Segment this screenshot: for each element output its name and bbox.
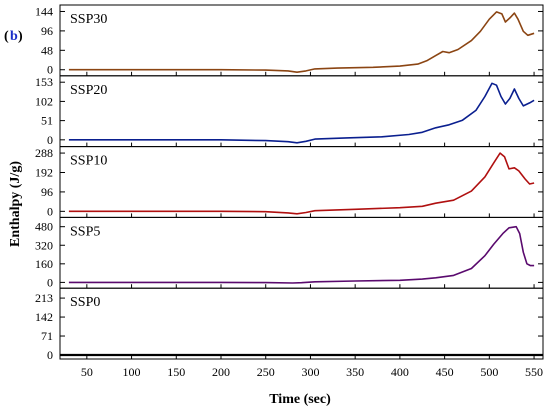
y-tick-label: 144	[35, 4, 53, 18]
panel-label: SSP30	[70, 12, 107, 27]
y-tick-label: 0	[47, 275, 53, 289]
y-tick-label: 153	[35, 75, 53, 89]
y-tick-label: 160	[35, 257, 53, 271]
panel-label: SSP10	[70, 154, 107, 169]
x-tick-label: 350	[346, 365, 364, 379]
series-line-ssp30	[68, 11, 535, 73]
y-tick-label: 96	[41, 24, 53, 38]
y-tick-label: 320	[35, 238, 53, 252]
y-tick-label: 480	[35, 220, 53, 234]
panel-ssp30: 0 48 96 144 SSP30	[35, 4, 544, 77]
x-tick-label: 250	[257, 365, 275, 379]
panel-ssp0: 0 71 142 213 SSP0	[35, 287, 544, 362]
panel-ssp10: 0 96 192 288 SSP10	[35, 146, 544, 218]
x-axis-title: Time (sec)	[269, 392, 331, 407]
panel-label: SSP5	[70, 224, 100, 239]
panel-frame	[59, 146, 544, 218]
y-tick-label: 0	[47, 133, 53, 147]
y-tick-label: 48	[41, 43, 53, 57]
x-tick-label: 200	[212, 365, 230, 379]
y-tick-label: 51	[41, 114, 53, 128]
figure-label-open-paren: (	[4, 29, 9, 44]
panel-frame	[59, 216, 544, 289]
figure-label-close-paren: )	[18, 29, 23, 44]
y-tick-label: 0	[47, 63, 53, 77]
series-line-ssp5	[68, 225, 535, 284]
y-tick-label: 96	[41, 185, 53, 199]
series-line-ssp20	[68, 82, 535, 144]
x-tick-label: 100	[123, 365, 141, 379]
panel-frame	[59, 287, 544, 360]
panel-label: SSP20	[70, 83, 107, 98]
panel-ssp20: 0 51 102 153 SSP20	[35, 75, 544, 148]
x-tick-label: 150	[167, 365, 185, 379]
y-tick-label: 0	[47, 348, 53, 362]
x-tick-label: 400	[391, 365, 409, 379]
y-tick-label: 0	[47, 204, 53, 218]
y-tick-label: 213	[35, 291, 53, 305]
x-tick-label: 50	[81, 365, 93, 379]
y-tick-label: 71	[41, 329, 53, 343]
x-tick-label: 500	[480, 365, 498, 379]
y-tick-label: 288	[35, 146, 53, 160]
series-line-ssp10	[68, 152, 535, 215]
y-axis-title: Enthalpy (J/g)	[8, 161, 23, 247]
x-tick-label: 550	[525, 365, 543, 379]
y-tick-label: 102	[35, 94, 53, 108]
x-tick-label: 450	[436, 365, 454, 379]
panel-ssp5: 0 160 320 480 SSP5	[35, 216, 544, 289]
y-tick-label: 142	[35, 310, 53, 324]
panel-label: SSP0	[70, 295, 100, 310]
figure-label-letter: b	[10, 29, 18, 44]
x-tick-label: 300	[301, 365, 319, 379]
panel-frame	[59, 75, 544, 148]
y-tick-label: 192	[35, 165, 53, 179]
x-axis: 50 100 150 200 250 300 350 400 450 500 550	[81, 365, 543, 379]
panels-layer: 0 48 96 144 SSP30 0 51 102 153 SSP20 0 96 192 288 SSP1…	[35, 4, 544, 362]
